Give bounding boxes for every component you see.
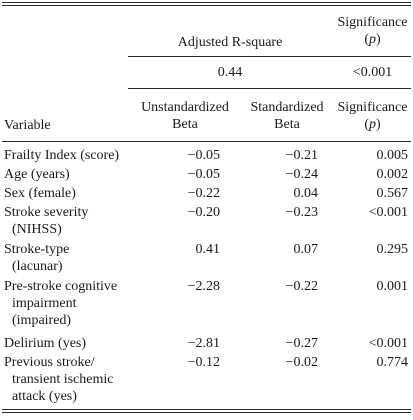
row-std-beta: −0.02 <box>285 355 318 370</box>
row-unstd-beta: −0.12 <box>187 355 220 370</box>
significance-column-header: Significance (p) <box>332 99 413 133</box>
row-variable: Frailty Index (score) <box>4 147 119 164</box>
significance-value: <0.001 <box>352 65 393 80</box>
variable-line: (lacunar) <box>12 259 63 274</box>
col-significance-p: (p) <box>364 117 381 132</box>
variable-line: (impaired) <box>12 313 72 328</box>
row-unstd-beta: 0.41 <box>195 242 221 257</box>
bottom-rule-2 <box>2 412 411 413</box>
unstd-beta-line2: Beta <box>172 117 198 132</box>
standardized-beta-header: Standardized Beta <box>242 99 332 133</box>
row-std-beta: 0.04 <box>293 186 319 201</box>
row-significance: 0.567 <box>376 186 409 201</box>
subheader-rule <box>128 56 411 57</box>
row-variable: Age (years) <box>4 166 70 183</box>
row-unstd-beta: −0.05 <box>187 167 220 182</box>
row-variable: Stroke-type (lacunar) <box>4 241 69 275</box>
significance-header-p: (p) <box>364 32 381 47</box>
row-variable: Stroke severity (NIHSS) <box>4 204 88 238</box>
variable-line: Stroke severity <box>4 205 89 220</box>
row-unstd-beta: −0.05 <box>187 148 220 163</box>
p-symbol: p <box>369 32 376 47</box>
variable-line: (NIHSS) <box>12 222 62 237</box>
row-std-beta: −0.21 <box>285 148 318 163</box>
row-unstd-beta: −0.22 <box>187 186 220 201</box>
significance-header: Significance (p) <box>332 14 413 48</box>
variable-line: Stroke-type <box>4 242 70 257</box>
top-rule-2 <box>2 5 411 6</box>
row-unstd-beta: −0.20 <box>187 205 220 220</box>
variable-line: Previous stroke/ <box>4 355 95 370</box>
col-significance-label: Significance <box>337 100 408 115</box>
variable-line: impairment <box>12 296 77 311</box>
row-significance: <0.001 <box>368 205 408 220</box>
adjusted-r-square-header: Adjusted R-square <box>177 35 283 50</box>
row-significance: 0.774 <box>376 355 409 370</box>
row-std-beta: −0.27 <box>285 336 318 351</box>
values-rule <box>128 88 411 89</box>
row-std-beta: −0.23 <box>285 205 318 220</box>
variable-line: Pre-stroke cognitive <box>4 279 118 294</box>
row-significance: <0.001 <box>368 336 408 351</box>
significance-header-label: Significance <box>337 15 408 30</box>
row-variable: Previous stroke/ transient ischemic atta… <box>4 354 113 405</box>
r-square-value: 0.44 <box>217 65 243 80</box>
unstd-beta-line1: Unstandardized <box>141 100 229 115</box>
top-rule-1 <box>2 2 411 3</box>
variable-line: Frailty Index (score) <box>4 148 120 163</box>
variable-line: transient ischemic <box>12 372 114 387</box>
col-p-symbol: p <box>369 117 376 132</box>
row-unstd-beta: −2.28 <box>187 279 220 294</box>
variable-line: Sex (female) <box>4 186 76 201</box>
std-beta-line2: Beta <box>274 117 300 132</box>
unstandardized-beta-header: Unstandardized Beta <box>128 99 242 133</box>
bottom-rule-1 <box>2 409 411 410</box>
variable-line: Age (years) <box>4 167 70 182</box>
row-variable: Sex (female) <box>4 185 76 202</box>
row-std-beta: 0.07 <box>293 242 319 257</box>
row-variable: Delirium (yes) <box>4 335 86 352</box>
row-unstd-beta: −2.81 <box>187 336 220 351</box>
row-significance: 0.002 <box>376 167 409 182</box>
variable-column-header: Variable <box>4 118 51 133</box>
variable-line: attack (yes) <box>12 389 77 404</box>
row-significance: 0.005 <box>376 148 409 163</box>
row-variable: Pre-stroke cognitive impairment (impaire… <box>4 278 117 329</box>
std-beta-line1: Standardized <box>250 100 324 115</box>
row-significance: 0.295 <box>376 242 409 257</box>
row-std-beta: −0.24 <box>285 167 318 182</box>
header-bottom-rule <box>2 141 411 142</box>
variable-line: Delirium (yes) <box>4 336 87 351</box>
row-std-beta: −0.22 <box>285 279 318 294</box>
row-significance: 0.001 <box>376 279 409 294</box>
